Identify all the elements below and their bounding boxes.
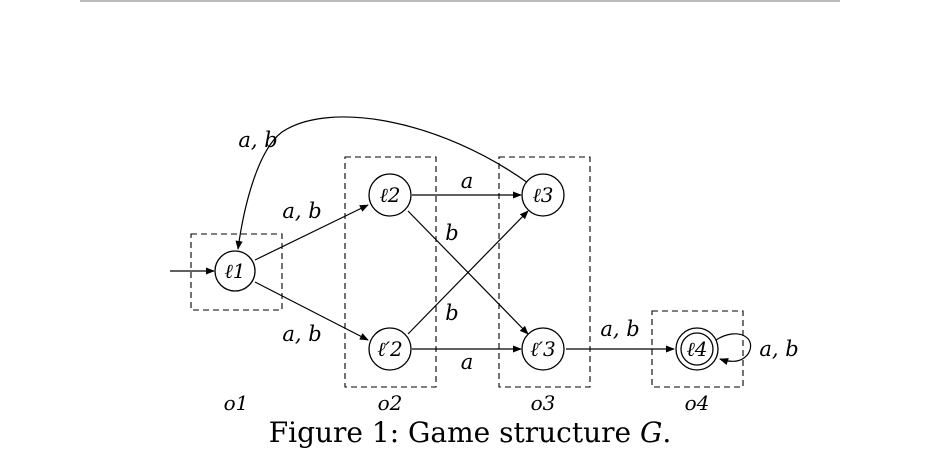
edge-l4-self-loop bbox=[715, 333, 752, 365]
observation-label-o1: o1 bbox=[224, 391, 249, 415]
observation-label-o2: o2 bbox=[378, 391, 403, 415]
figure-caption: Figure 1: Game structure G. bbox=[0, 416, 940, 449]
edge-label-l2-l3p: b bbox=[445, 221, 458, 245]
edge-label-l3-l1: a, b bbox=[238, 128, 277, 152]
state-label-l1: ℓ1 bbox=[224, 259, 245, 283]
state-l1 bbox=[214, 250, 256, 292]
edge-label-l2p-l3p: a bbox=[461, 350, 474, 374]
caption-symbol: G bbox=[640, 416, 663, 449]
edge-label-l4-self-loop: a, b bbox=[759, 337, 798, 361]
state-label-l4: ℓ4 bbox=[686, 337, 707, 361]
edge-label-l1-l2: a, b bbox=[282, 199, 321, 223]
observation-label-o3: o3 bbox=[531, 391, 556, 415]
state-l3 bbox=[521, 173, 565, 217]
edge-l1-l2p bbox=[254, 281, 369, 341]
observation-box-o1 bbox=[190, 233, 283, 311]
observation-label-o4: o4 bbox=[685, 391, 710, 415]
edge-label-l1-l2p: a, b bbox=[282, 322, 321, 346]
edge-label-l2-l3: a bbox=[461, 169, 474, 193]
state-l2 bbox=[368, 173, 412, 217]
edge-l3-l1 bbox=[235, 116, 529, 250]
game-structure-diagram: ℓ1 ℓ2 ℓ′2 ℓ3 ℓ′3 ℓ4 a, b a, b a b b a a,… bbox=[80, 0, 840, 415]
caption-suffix: . bbox=[662, 416, 672, 449]
state-label-l2p: ℓ′2 bbox=[377, 337, 403, 361]
caption-prefix: Figure 1: Game structure bbox=[268, 416, 640, 449]
state-l4-inner bbox=[680, 332, 714, 366]
edge-l2p-l3 bbox=[407, 210, 529, 335]
edge-l1-l2 bbox=[254, 204, 369, 261]
state-label-l2: ℓ2 bbox=[379, 183, 400, 207]
edge-label-l3p-l4: a, b bbox=[600, 317, 639, 341]
state-label-l3p: ℓ′3 bbox=[530, 337, 556, 361]
state-label-l3: ℓ3 bbox=[532, 183, 553, 207]
cropped-text-line bbox=[80, 0, 840, 2]
state-l3p bbox=[521, 327, 565, 371]
observation-box-o2 bbox=[344, 156, 437, 388]
observation-box-o3 bbox=[498, 156, 591, 388]
state-l2p bbox=[368, 327, 412, 371]
edge-label-l2p-l3: b bbox=[445, 301, 458, 325]
